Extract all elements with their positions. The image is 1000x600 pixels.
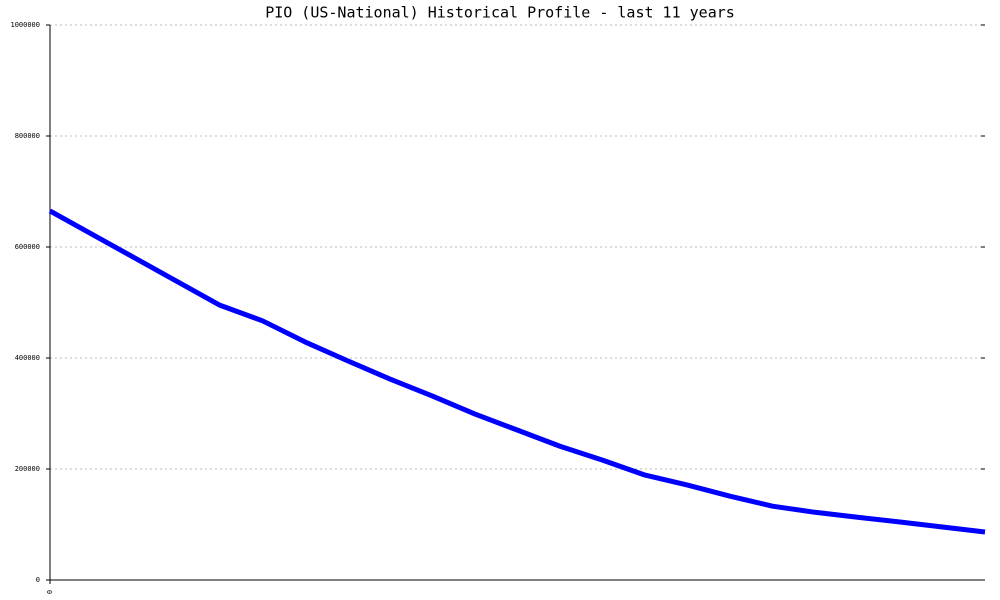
data-line [48,208,986,535]
chart-title: PIO (US-National) Historical Profile - l… [265,4,735,22]
y-tick-label: 400000 [15,354,40,362]
x-tick-label: 0 [46,590,54,594]
y-tick-label: 800000 [15,132,40,140]
y-tick-label: 0 [36,576,40,584]
y-tick-label: 200000 [15,465,40,473]
y-tick-label: 1000000 [10,21,40,29]
y-tick-label: 600000 [15,243,40,251]
